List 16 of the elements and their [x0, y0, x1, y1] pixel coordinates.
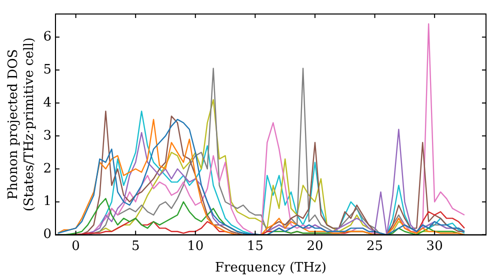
x-tick-label: 10 [187, 238, 204, 254]
x-tick-label: 25 [366, 238, 384, 254]
x-tick-label: 20 [306, 238, 324, 254]
y-tick-label: 5 [43, 62, 52, 78]
y-tick-label: 3 [43, 128, 52, 144]
y-tick-label: 1 [43, 194, 52, 210]
x-tick-label: 5 [131, 238, 140, 254]
y-tick-label: 2 [43, 161, 52, 176]
x-tick-label: 30 [426, 238, 443, 254]
x-tick-label: 0 [72, 238, 80, 254]
y-axis-title: Phonon projected DOS (States/THz·primitive cell) [6, 37, 37, 212]
y-tick-label: 0 [43, 227, 52, 242]
x-tick-label: 15 [246, 238, 264, 254]
x-axis-title: Frequency (THz) [215, 260, 326, 276]
y-tick-label: 4 [43, 95, 52, 110]
y-tick-label: 6 [43, 29, 52, 44]
